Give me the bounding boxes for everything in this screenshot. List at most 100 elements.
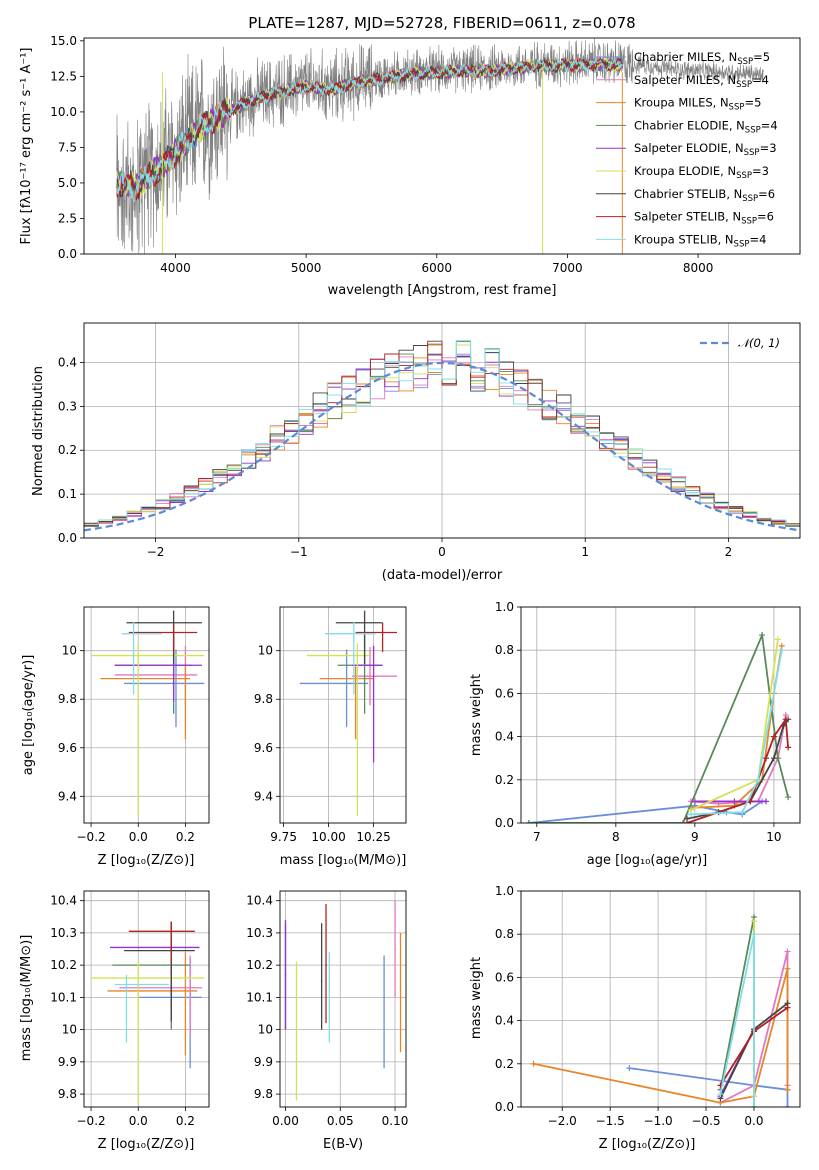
weight-marker <box>770 755 777 762</box>
spectrum-xlabel: wavelength [Angstrom, rest frame] <box>328 283 557 298</box>
y-tick-label: 2.5 <box>58 211 77 225</box>
mass-vs-metallicity-panel: Z [log₁₀(Z/Z⊙)] mass [log₁₀(M/M⊙)] −0.2 0… <box>19 890 210 1152</box>
x-tick-label: 8000 <box>683 261 714 275</box>
mass-z-xlabel: Z [log₁₀(Z/Z⊙)] <box>98 1137 195 1152</box>
weight-marker <box>778 647 785 654</box>
weight-marker <box>755 776 762 783</box>
weight-line <box>686 716 789 823</box>
spectrum-title: PLATE=1287, MJD=52728, FIBERID=0611, z=0… <box>248 14 635 32</box>
weight-marker <box>680 820 687 823</box>
spectrum-plot-area <box>116 38 764 254</box>
weight_vs_age-plot-area <box>521 607 800 823</box>
legend-entry: Kroupa ELODIE, NSSP=3 <box>634 164 769 181</box>
y-tick-label: 9.6 <box>254 741 273 755</box>
mass_vs_EBV-axes: 0.00 0.05 0.10 9.8 9.9 10 10.1 10.2 10.3 10.4 <box>246 894 408 1128</box>
age-mass-xlabel: mass [log₁₀(M/M⊙)] <box>280 853 407 868</box>
y-tick-label: 0.2 <box>58 443 77 457</box>
weight-marker <box>530 1060 537 1067</box>
x-tick-label: 10.00 <box>311 830 345 844</box>
y-tick-label: 0.4 <box>495 730 514 744</box>
legend-entry: Kroupa MILES, NSSP=5 <box>634 96 761 113</box>
x-tick-label: −0.2 <box>77 1114 106 1128</box>
residual-ylabel: Normed distribution <box>31 366 46 496</box>
age-vs-metallicity-panel: Z [log₁₀(Z/Z⊙)] age [log₁₀(age/yr)] −0.2… <box>21 606 210 868</box>
normal-curve <box>84 361 798 532</box>
age_vs_mass-axes: 9.75 10.00 10.25 9.4 9.6 9.8 10 <box>254 644 391 844</box>
data-point <box>189 986 191 989</box>
legend-entry: Chabrier ELODIE, NSSP=4 <box>634 118 778 135</box>
x-tick-label: 9.75 <box>270 830 297 844</box>
weight-marker <box>691 798 698 805</box>
y-tick-label: 10.4 <box>246 894 273 908</box>
data-point <box>399 986 402 989</box>
residual-histogram <box>84 339 800 526</box>
data-point <box>175 682 177 685</box>
axes-frame <box>520 606 801 824</box>
axes-frame <box>279 890 407 1108</box>
y-tick-label: 10.1 <box>246 990 273 1004</box>
axes-frame <box>83 606 210 824</box>
legend-entry: Salpeter MILES, NSSP=4 <box>634 73 769 90</box>
residual-legend: 𝒩(0, 1) <box>700 336 780 350</box>
weight-line <box>690 650 783 816</box>
weight-age-ylabel: mass weight <box>469 674 484 756</box>
y-tick-label: 15.0 <box>50 34 77 48</box>
weight-marker <box>785 794 792 801</box>
model-spectrum-line <box>116 58 623 203</box>
mass-vs-ebv-panel: E(B-V) 0.00 0.05 0.10 9.8 9.9 10 10.1 10.2 10.3 1… <box>246 890 408 1152</box>
y-tick-label: 9.4 <box>254 789 273 803</box>
y-tick-label: 10.2 <box>246 958 273 972</box>
x-tick-label: 0.00 <box>272 1114 299 1128</box>
y-tick-label: 0.2 <box>495 773 514 787</box>
y-tick-label: 10 <box>258 1023 273 1037</box>
data-point <box>137 654 140 657</box>
weight-marker <box>763 755 770 762</box>
residual-xlabel: (data-model)/error <box>382 568 503 583</box>
x-tick-label: 7000 <box>552 261 583 275</box>
data-point <box>325 964 327 966</box>
x-tick-label: 0.10 <box>382 1114 409 1128</box>
weight-marker <box>784 1086 791 1093</box>
y-tick-label: 10 <box>62 1023 77 1037</box>
weight-marker <box>782 716 789 723</box>
x-tick-label: 1 <box>581 545 589 559</box>
y-tick-label: 0.8 <box>495 643 514 657</box>
weight-marker <box>784 1104 791 1107</box>
x-tick-label: 7 <box>533 830 541 844</box>
weight-marker <box>687 811 694 818</box>
y-tick-label: 0.1 <box>58 487 77 501</box>
x-tick-label: −0.2 <box>77 830 106 844</box>
x-tick-label: 0.2 <box>176 1114 195 1128</box>
weight-marker <box>750 1104 757 1107</box>
y-tick-label: 10 <box>62 644 77 658</box>
y-tick-label: 9.6 <box>58 741 77 755</box>
age-z-ylabel: age [log₁₀(age/yr)] <box>21 655 36 776</box>
y-tick-label: 9.8 <box>58 1087 77 1101</box>
y-tick-label: 9.8 <box>254 692 273 706</box>
residual-panel: (data-model)/error Normed distribution −… <box>31 322 801 583</box>
y-tick-label: 0.0 <box>58 247 77 261</box>
y-tick-label: 1.0 <box>495 600 514 614</box>
y-tick-label: 10.0 <box>50 105 77 119</box>
weight-marker <box>717 1091 724 1098</box>
weight-marker <box>739 809 746 816</box>
x-tick-label: 0.2 <box>176 830 195 844</box>
weight-marker <box>784 1004 791 1011</box>
data-point <box>383 996 385 999</box>
x-tick-label: 4000 <box>160 261 191 275</box>
y-tick-label: 0.0 <box>58 531 77 545</box>
x-tick-label: −1.0 <box>644 1114 673 1128</box>
y-tick-label: 9.9 <box>254 1055 273 1069</box>
legend-entry: Kroupa STELIB, NSSP=4 <box>634 232 766 249</box>
axes-frame <box>279 606 407 824</box>
y-tick-label: 0.6 <box>495 970 514 984</box>
x-tick-label: −2.0 <box>548 1114 577 1128</box>
observed-spectrum <box>116 38 764 254</box>
data-point <box>372 664 375 667</box>
mass-z-ylabel: mass [log₁₀(M/M⊙)] <box>19 935 34 1062</box>
legend-entry: Chabrier MILES, NSSP=5 <box>634 50 770 67</box>
weight-vs-age-panel: age [log₁₀(age/yr)] mass weight 7 8 9 10 0.0… <box>469 600 801 868</box>
x-tick-label: 9 <box>691 830 699 844</box>
y-tick-label: 1.0 <box>495 884 514 898</box>
